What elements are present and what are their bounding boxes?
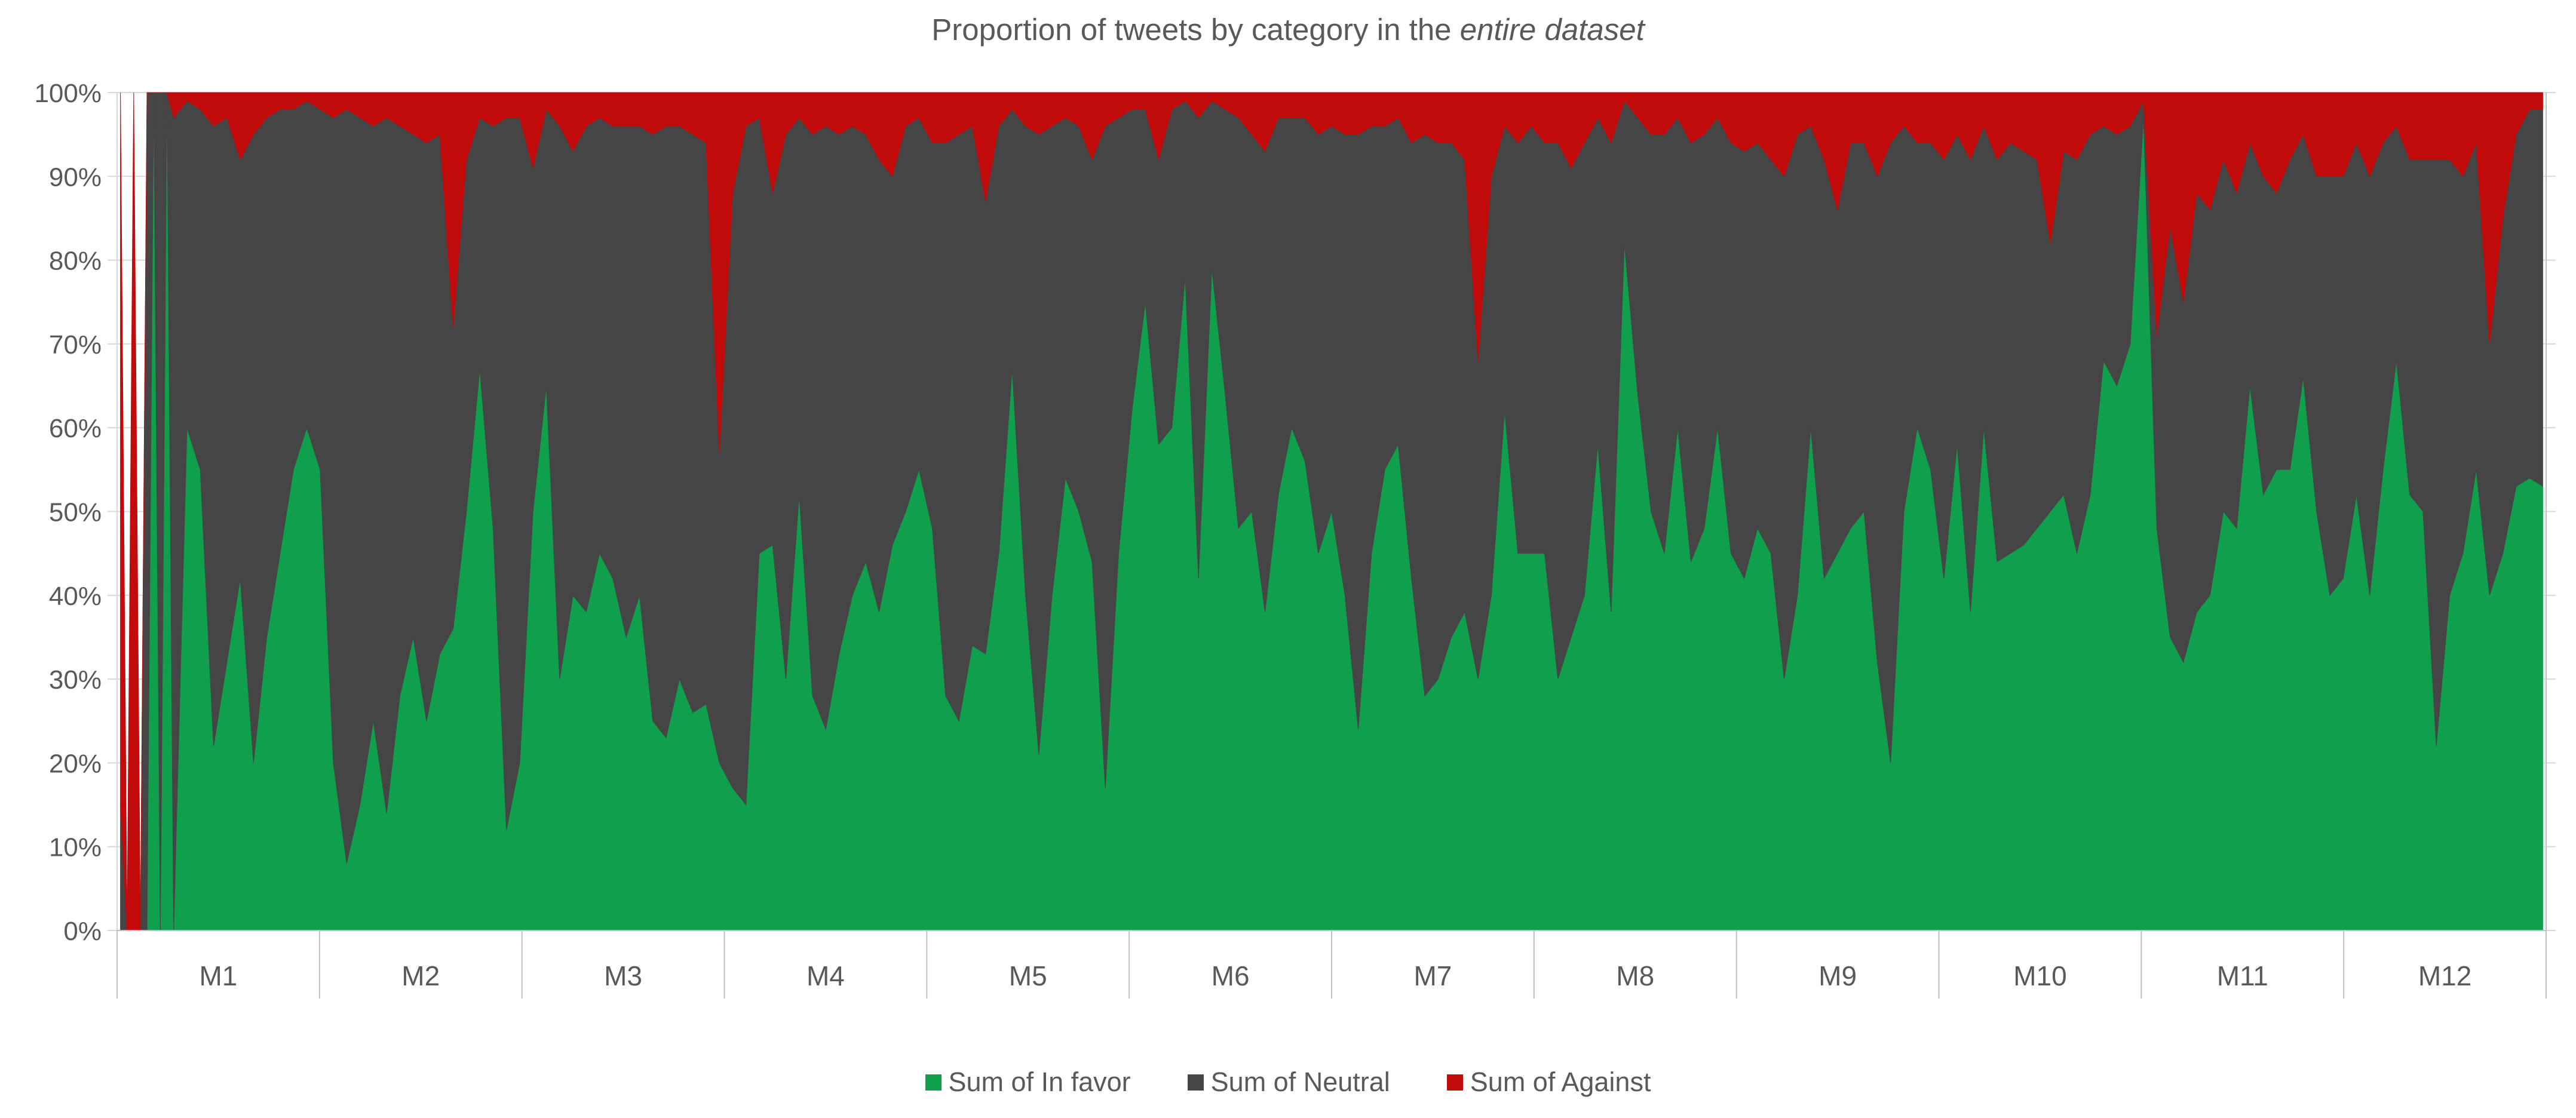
- legend-label-neutral: Sum of Neutral: [1210, 1067, 1390, 1097]
- month-label: M3: [604, 960, 642, 991]
- month-label: M7: [1413, 960, 1452, 991]
- month-label: M6: [1212, 960, 1250, 991]
- month-label: M5: [1009, 960, 1047, 991]
- month-label: M11: [2217, 960, 2268, 991]
- y-axis-tick-label: 90%: [49, 162, 102, 192]
- y-axis-tick-label: 0%: [63, 917, 102, 946]
- y-axis-tick-label: 30%: [49, 665, 102, 695]
- y-axis-tick-label: 40%: [49, 582, 102, 611]
- month-label: M1: [199, 960, 237, 991]
- stacked-area-chart[interactable]: M1 M2 M3 M4 M5 M6 M7 M8 M9 M10 M11 M12 100% 90% 80% 70%…: [0, 0, 2576, 1051]
- month-label: M10: [2013, 960, 2066, 991]
- area-series-sum-of-against[interactable]: [120, 92, 2543, 931]
- legend-item-against[interactable]: Sum of Against: [1446, 1067, 1651, 1098]
- neutral-swatch-icon: [1187, 1074, 1204, 1091]
- y-axis-tick-label: 70%: [49, 330, 102, 360]
- chart-title-text: Proportion of tweets by category in the: [931, 13, 1460, 47]
- legend-label-against: Sum of Against: [1470, 1067, 1651, 1097]
- chart-legend: Sum of In favor Sum of Neutral Sum of Ag…: [0, 1067, 2576, 1098]
- y-axis-tick-label: 50%: [49, 498, 102, 527]
- month-label: M8: [1616, 960, 1654, 991]
- month-label: M12: [2418, 960, 2471, 991]
- against-swatch-icon: [1446, 1074, 1463, 1091]
- legend-label-in-favor: Sum of In favor: [948, 1067, 1131, 1097]
- in-favor-swatch-icon: [925, 1074, 942, 1091]
- y-axis-tick-label: 100%: [34, 79, 102, 108]
- y-axis-tick-label: 80%: [49, 247, 102, 276]
- legend-item-in-favor[interactable]: Sum of In favor: [925, 1067, 1131, 1098]
- month-label: M4: [806, 960, 845, 991]
- month-label: M9: [1818, 960, 1857, 991]
- y-axis-tick-label: 10%: [49, 833, 102, 862]
- chart-title-emphasis: entire dataset: [1459, 13, 1645, 47]
- chart-title: Proportion of tweets by category in the …: [0, 12, 2576, 47]
- y-axis-tick-label: 60%: [49, 414, 102, 443]
- y-axis-tick-label: 20%: [49, 749, 102, 778]
- legend-item-neutral[interactable]: Sum of Neutral: [1187, 1067, 1390, 1098]
- month-label: M2: [401, 960, 440, 991]
